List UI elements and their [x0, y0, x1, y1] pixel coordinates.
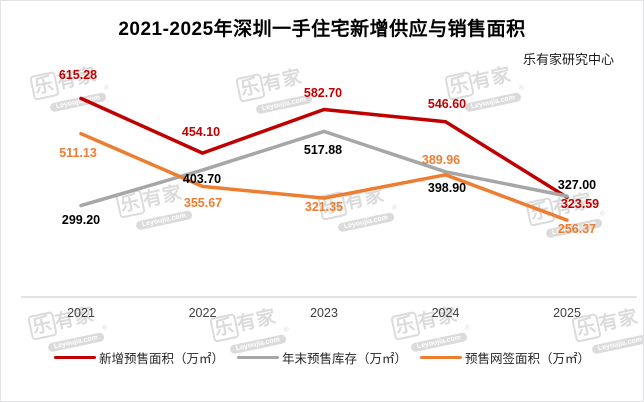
- data-label: 511.13: [59, 146, 97, 160]
- legend-line-swatch-red: [53, 355, 96, 360]
- data-label: 454.10: [181, 125, 221, 139]
- legend-label: 年末预售库存（万㎡）: [281, 352, 407, 366]
- series-line-2: [79, 131, 569, 222]
- legend-line-swatch-orange: [420, 355, 462, 360]
- series-line-0: [79, 96, 569, 200]
- legend-label: 预售网签面积（万㎡）: [465, 352, 591, 366]
- data-label: 582.70: [303, 86, 343, 100]
- legend-item-new-supply: 新增预售面积（万㎡）: [53, 348, 224, 367]
- data-label: 321.35: [304, 200, 344, 214]
- x-tick-2025: 2025: [553, 306, 581, 320]
- chart-title: 2021-2025年深圳一手住宅新增供应与销售面积: [118, 19, 526, 40]
- x-tick-2022: 2022: [188, 306, 217, 320]
- data-label: 299.20: [61, 213, 101, 227]
- x-tick-2023: 2023: [310, 306, 338, 320]
- data-label: 546.60: [427, 97, 467, 111]
- data-label: 327.00: [557, 178, 597, 192]
- series-line-1: [79, 129, 569, 208]
- legend-item-yearend-inventory: 年末预售库存（万㎡）: [236, 348, 407, 367]
- legend-label: 新增预售面积（万㎡）: [98, 352, 224, 366]
- legend: 新增预售面积（万㎡） 年末预售库存（万㎡） 预售网签面积（万㎡）: [1, 348, 643, 367]
- data-label: 389.96: [421, 153, 461, 167]
- source-label: 乐有家研究中心: [522, 52, 614, 67]
- data-label: 398.90: [427, 181, 467, 195]
- x-tick-2024: 2024: [431, 306, 460, 320]
- legend-item-presale-signed: 预售网签面积（万㎡）: [420, 348, 590, 367]
- data-label: 517.88: [303, 143, 343, 157]
- data-label: 355.67: [183, 196, 223, 210]
- data-label: 403.70: [182, 172, 222, 186]
- data-label: 323.59: [560, 197, 600, 211]
- x-tick-2021: 2021: [67, 306, 95, 320]
- data-label: 256.37: [557, 222, 597, 236]
- legend-line-swatch-gray: [236, 355, 279, 360]
- data-label: 615.28: [58, 68, 98, 82]
